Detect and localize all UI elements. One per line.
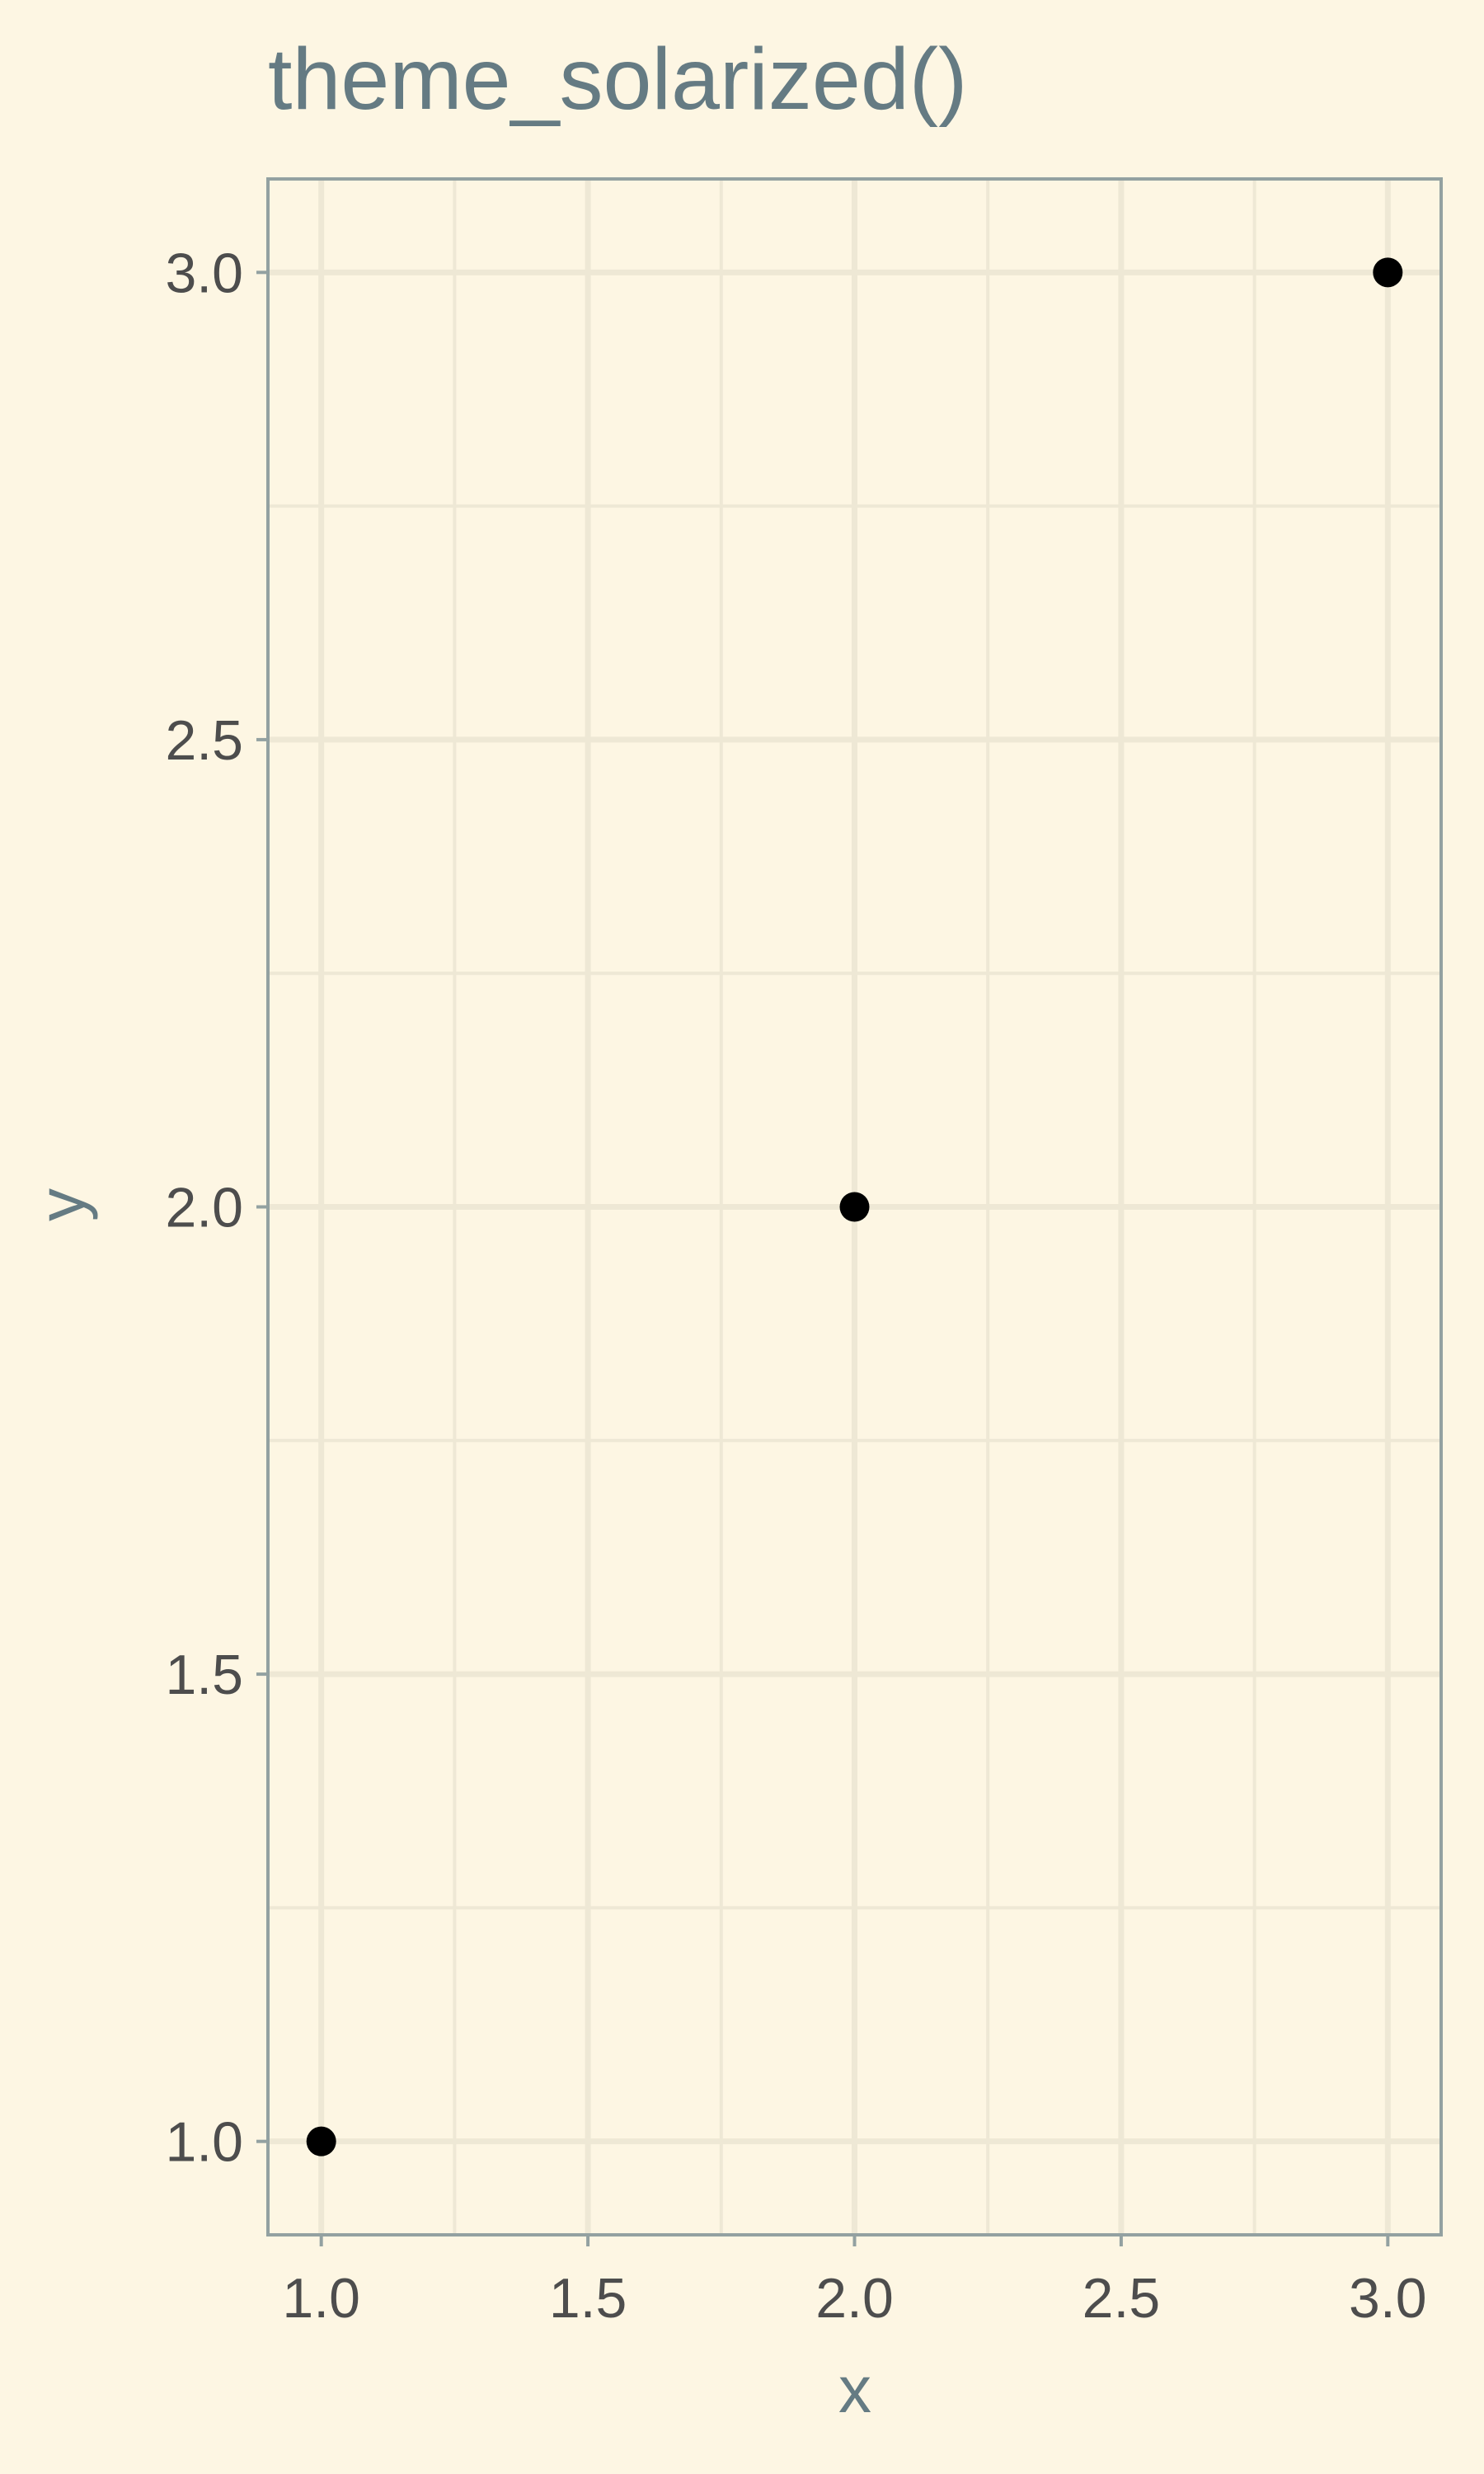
- y-tick-label: 3.0: [165, 242, 243, 304]
- x-tick-label: 1.0: [282, 2267, 360, 2330]
- x-axis-ticks: 1.0 1.5 2.0 2.5 3.0: [282, 2235, 1427, 2330]
- x-tick-label: 2.5: [1082, 2267, 1161, 2330]
- y-tick-label: 2.5: [165, 709, 243, 772]
- y-tick-label: 2.0: [165, 1177, 243, 1239]
- y-tick-label: 1.0: [165, 2111, 243, 2174]
- data-point: [1373, 257, 1403, 288]
- data-point: [839, 1192, 870, 1222]
- x-axis-title: x: [838, 2353, 871, 2426]
- chart-title: theme_solarized(): [268, 31, 967, 128]
- y-tick-label: 1.5: [165, 1644, 243, 1706]
- y-axis-title: y: [25, 1188, 98, 1221]
- data-point: [306, 2126, 336, 2157]
- data-points: [306, 257, 1403, 2157]
- y-axis-ticks: 1.0 1.5 2.0 2.5 3.0: [165, 242, 268, 2174]
- x-tick-label: 1.5: [549, 2267, 627, 2330]
- x-tick-label: 2.0: [815, 2267, 894, 2330]
- x-tick-label: 3.0: [1349, 2267, 1427, 2330]
